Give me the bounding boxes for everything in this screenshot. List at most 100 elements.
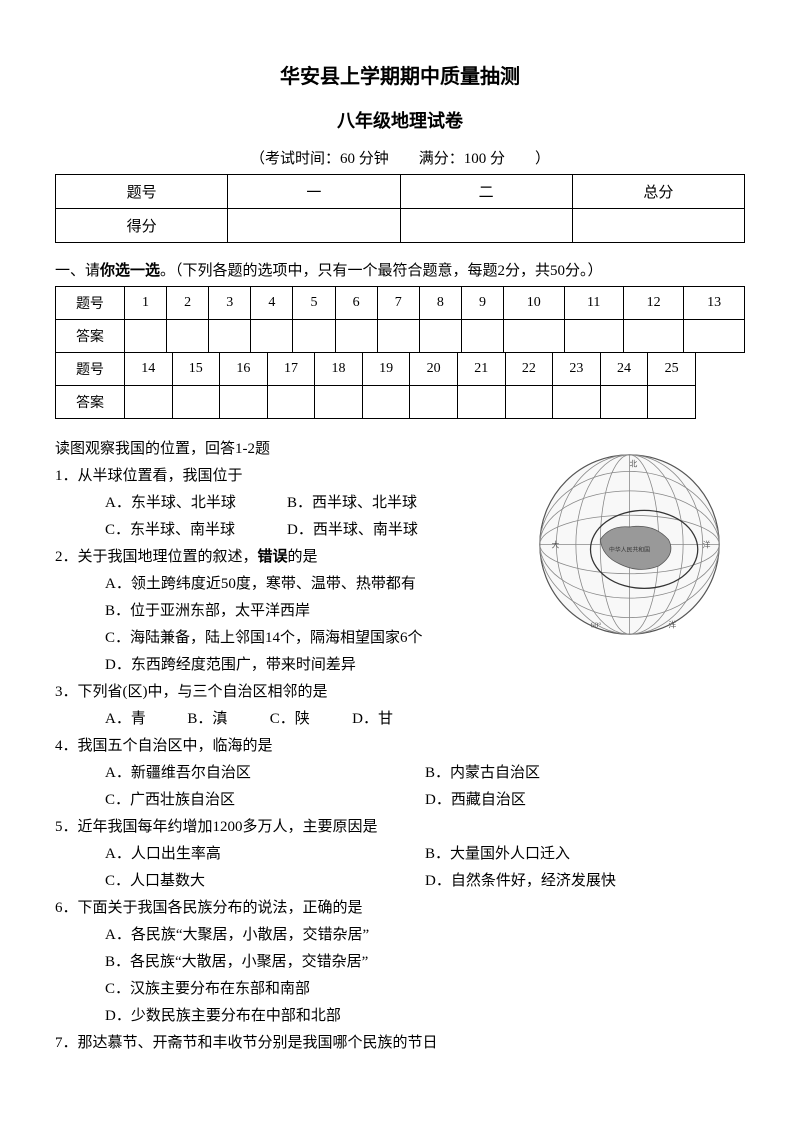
score-header-cell: 题号	[56, 175, 228, 209]
answer-cell	[293, 320, 335, 353]
svg-text:大: 大	[552, 539, 560, 549]
q5-optD: D．自然条件好，经济发展快	[425, 869, 745, 893]
answer-num: 9	[461, 287, 503, 320]
q1-optC: C．东半球、南半球	[105, 518, 287, 542]
answer-cell	[410, 386, 458, 419]
answer-cell	[684, 320, 745, 353]
answer-cell	[553, 386, 601, 419]
answer-num: 10	[504, 287, 565, 320]
answer-cell	[167, 320, 209, 353]
q5-optA: A．人口出生率高	[105, 842, 425, 866]
q4-opts-ab: A．新疆维吾尔自治区 B．内蒙古自治区	[55, 761, 745, 785]
answer-num: 3	[209, 287, 251, 320]
heading-bold: 你选一选	[100, 263, 160, 279]
answer-cell	[124, 320, 166, 353]
q1-optB: B．西半球、北半球	[287, 491, 469, 515]
answer-grid: 题号 1 2 3 4 5 6 7 8 9 10 11 12 13 答案 题号 1…	[55, 286, 745, 419]
answer-num: 6	[335, 287, 377, 320]
table-row: 答案	[56, 386, 696, 419]
q4-optB: B．内蒙古自治区	[425, 761, 745, 785]
q7-stem: 7．那达慕节、开斋节和丰收节分别是我国哪个民族的节日	[55, 1031, 745, 1055]
answer-cell	[419, 320, 461, 353]
q1-opts-ab: A．东半球、北半球 B．西半球、北半球	[55, 491, 469, 515]
q3-optD: D．甘	[352, 707, 434, 731]
q5-opts-ab: A．人口出生率高 B．大量国外人口迁入	[55, 842, 745, 866]
q2-stem-suffix: 的是	[288, 549, 318, 565]
q4-stem: 4．我国五个自治区中，临海的是	[55, 734, 745, 758]
q4-opts-cd: C．广西壮族自治区 D．西藏自治区	[55, 788, 745, 812]
score-cell	[228, 209, 400, 243]
heading-suffix: 。（下列各题的选项中，只有一个最符合题意，每题2分，共50分。）	[160, 263, 603, 279]
score-header-cell: 二	[400, 175, 572, 209]
answer-num: 18	[315, 353, 363, 386]
answer-cell	[457, 386, 505, 419]
title-main: 华安县上学期期中质量抽测	[55, 60, 745, 89]
answer-num: 22	[505, 353, 553, 386]
q5-stem: 5．近年我国每年约增加1200多万人，主要原因是	[55, 815, 745, 839]
table-row: 答案	[56, 320, 745, 353]
q6-optC: C．汉族主要分布在东部和南部	[55, 977, 745, 1001]
answer-num: 21	[457, 353, 505, 386]
answer-cell	[648, 386, 696, 419]
answer-num: 25	[648, 353, 696, 386]
answer-cell	[172, 386, 220, 419]
answer-cell	[251, 320, 293, 353]
answer-num: 1	[124, 287, 166, 320]
answer-cell	[220, 386, 268, 419]
table-row: 题号 一 二 总分	[56, 175, 745, 209]
answer-num: 12	[623, 287, 684, 320]
answer-num: 24	[600, 353, 648, 386]
answer-cell	[461, 320, 503, 353]
q6-stem: 6．下面关于我国各民族分布的说法，正确的是	[55, 896, 745, 920]
svg-text:洋: 洋	[669, 619, 677, 629]
q5-opts-cd: C．人口基数大 D．自然条件好，经济发展快	[55, 869, 745, 893]
answer-cell	[564, 320, 623, 353]
svg-text:北: 北	[630, 460, 638, 469]
answer-cell	[504, 320, 565, 353]
globe-label: 中华人民共和国	[609, 545, 650, 553]
answer-cell	[505, 386, 553, 419]
svg-text:洋: 洋	[703, 539, 711, 549]
answer-num: 17	[267, 353, 315, 386]
q2-stem-bold: 错误	[258, 549, 288, 565]
q1-optD: D．西半球、南半球	[287, 518, 469, 542]
score-header-cell: 总分	[572, 175, 744, 209]
answer-num: 7	[377, 287, 419, 320]
answer-cell	[335, 320, 377, 353]
score-header-cell: 一	[228, 175, 400, 209]
answer-label: 答案	[56, 320, 125, 353]
score-row-label: 得分	[56, 209, 228, 243]
answer-cell	[623, 320, 684, 353]
q6-optB: B．各民族“大散居，小聚居，交错杂居”	[55, 950, 745, 974]
heading-prefix: 一、请	[55, 263, 100, 279]
svg-text:60°: 60°	[591, 620, 602, 629]
answer-num: 16	[220, 353, 268, 386]
q2-optD: D．东西跨经度范围广，带来时间差异	[55, 653, 745, 677]
q3-opts: A．青 B．滇 C．陕 D．甘	[55, 707, 435, 731]
exam-info: （考试时间：60 分钟 满分：100 分 ）	[55, 147, 745, 168]
answer-num: 13	[684, 287, 745, 320]
answer-cell	[377, 320, 419, 353]
answer-label: 题号	[56, 353, 125, 386]
score-cell	[572, 209, 744, 243]
answer-cell	[209, 320, 251, 353]
table-row: 得分	[56, 209, 745, 243]
answer-num: 8	[419, 287, 461, 320]
score-cell	[400, 209, 572, 243]
answer-num: 15	[172, 353, 220, 386]
q4-optA: A．新疆维吾尔自治区	[105, 761, 425, 785]
q4-optD: D．西藏自治区	[425, 788, 745, 812]
q3-optB: B．滇	[187, 707, 269, 731]
answer-cell	[124, 386, 172, 419]
answer-num: 2	[167, 287, 209, 320]
q6-optD: D．少数民族主要分布在中部和北部	[55, 1004, 745, 1028]
answer-cell	[362, 386, 410, 419]
q1-opts-cd: C．东半球、南半球 D．西半球、南半球	[55, 518, 469, 542]
q4-optC: C．广西壮族自治区	[105, 788, 425, 812]
section1-heading: 一、请你选一选。（下列各题的选项中，只有一个最符合题意，每题2分，共50分。）	[55, 259, 745, 280]
questions-content: 中华人民共和国 北 洋 大 60° 洋 读图观察我国的位置，回答1-2题 1．从…	[55, 437, 745, 1055]
answer-num: 4	[251, 287, 293, 320]
q5-optC: C．人口基数大	[105, 869, 425, 893]
table-row: 题号 1 2 3 4 5 6 7 8 9 10 11 12 13	[56, 287, 745, 320]
answer-cell	[315, 386, 363, 419]
